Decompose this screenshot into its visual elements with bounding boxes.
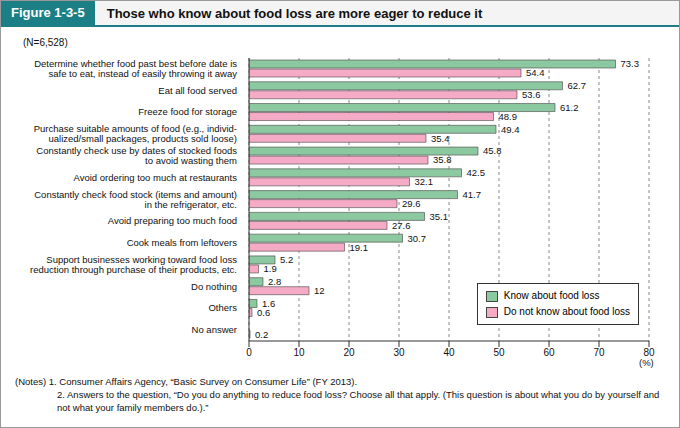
svg-text:50: 50 — [493, 347, 505, 358]
svg-text:Others: Others — [208, 302, 237, 313]
html-text:Those who know about food loss: Those who know about food loss are more … — [106, 5, 483, 21]
svg-text:32.1: 32.1 — [415, 176, 434, 187]
svg-text:Do nothing: Do nothing — [191, 280, 237, 291]
svg-text:54.4: 54.4 — [526, 67, 545, 78]
svg-text:0.2: 0.2 — [255, 329, 268, 340]
svg-text:42.5: 42.5 — [467, 167, 486, 178]
html-text:(N=6,528): (N=6,528) — [23, 37, 68, 48]
svg-text:73.3: 73.3 — [621, 58, 640, 69]
svg-text:Avoid preparing too much food: Avoid preparing too much food — [108, 215, 237, 226]
svg-text:35.4: 35.4 — [431, 133, 450, 144]
svg-text:1.9: 1.9 — [264, 263, 277, 274]
html-text:Figure 1-3-5: Figure 1-3-5 — [11, 5, 85, 20]
html-text:Do not know about food loss: Do not know about food loss — [503, 306, 630, 317]
svg-text:10: 10 — [293, 347, 305, 358]
svg-text:2.8: 2.8 — [268, 276, 281, 287]
svg-text:61.2: 61.2 — [560, 102, 579, 113]
svg-text:70: 70 — [593, 347, 605, 358]
svg-text:45.8: 45.8 — [483, 145, 502, 156]
svg-text:Purchase suitable amounts of f: Purchase suitable amounts of food (e.g.,… — [34, 123, 237, 144]
svg-text:Cook meals from leftovers: Cook meals from leftovers — [127, 237, 238, 248]
svg-text:Support businesses working tow: Support businesses working toward food l… — [30, 253, 237, 274]
svg-text:49.4: 49.4 — [501, 124, 520, 135]
html-text:(Notes) 1. Consumer Affairs Ag: (Notes) 1. Consumer Affairs Agency, “Bas… — [15, 376, 358, 387]
html-text:2. Answers to the question, “D: 2. Answers to the question, “Do you do a… — [57, 389, 660, 413]
svg-text:30: 30 — [393, 347, 405, 358]
svg-text:80: 80 — [643, 347, 655, 358]
svg-text:0.6: 0.6 — [257, 307, 270, 318]
svg-text:12: 12 — [314, 285, 325, 296]
svg-text:5.2: 5.2 — [280, 254, 293, 265]
svg-text:1.6: 1.6 — [262, 297, 276, 309]
svg-text:Avoid ordering too much at res: Avoid ordering too much at restaurants — [73, 171, 237, 182]
svg-text:60: 60 — [543, 347, 555, 358]
svg-text:35.8: 35.8 — [433, 154, 452, 165]
svg-text:41.7: 41.7 — [463, 189, 482, 200]
svg-text:19.1: 19.1 — [350, 242, 369, 253]
svg-text:Determine whether food past be: Determine whether food past best before … — [34, 57, 237, 78]
svg-text:27.6: 27.6 — [392, 220, 411, 231]
svg-text:Constantly check food stock (i: Constantly check food stock (items and a… — [34, 188, 237, 209]
svg-text:30.7: 30.7 — [408, 233, 427, 244]
html-text:Know about food loss: Know about food loss — [503, 290, 600, 301]
svg-text:48.9: 48.9 — [499, 111, 518, 122]
svg-text:29.6: 29.6 — [402, 198, 421, 209]
svg-text:53.6: 53.6 — [522, 89, 541, 100]
svg-text:20: 20 — [343, 347, 355, 358]
svg-text:35.1: 35.1 — [430, 211, 449, 222]
svg-text:0: 0 — [246, 347, 252, 358]
svg-text:Constantly check use by dates: Constantly check use by dates of stocked… — [36, 144, 237, 165]
svg-text:No answer: No answer — [192, 324, 237, 335]
svg-text:Eat all food served: Eat all food served — [158, 84, 237, 95]
svg-text:Freeze food for storage: Freeze food for storage — [138, 106, 237, 117]
svg-text:62.7: 62.7 — [568, 80, 587, 91]
svg-text:40: 40 — [443, 347, 455, 358]
